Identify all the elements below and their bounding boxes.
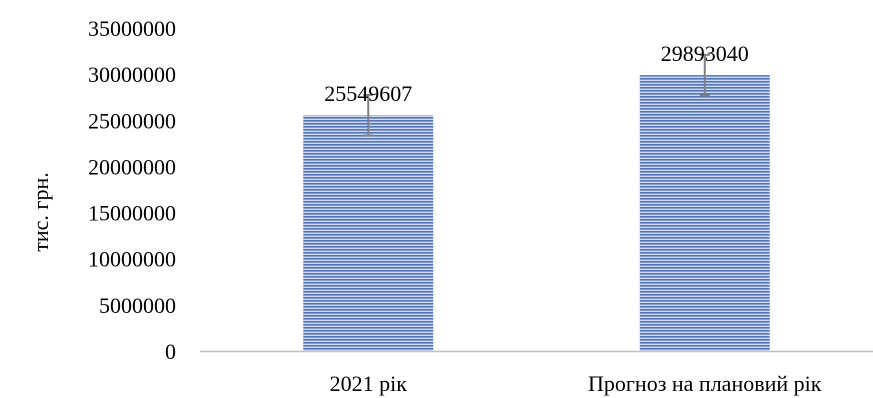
y-tick-label: 15000000: [88, 201, 176, 226]
y-axis-label: тис. грн.: [28, 172, 53, 251]
y-tick-label: 20000000: [88, 154, 176, 179]
y-tick-label: 35000000: [88, 16, 176, 41]
x-category-label: Прогноз на плановий рік: [588, 371, 822, 396]
y-tick-label: 10000000: [88, 247, 176, 272]
y-tick-label: 0: [165, 339, 176, 364]
y-tick-label: 5000000: [99, 293, 176, 318]
bar: [639, 75, 770, 351]
error-bar: [699, 53, 710, 97]
y-tick-label: 30000000: [88, 62, 176, 87]
x-category-label: 2021 рік: [330, 371, 408, 396]
error-bar: [363, 93, 374, 137]
data-label: 29893040: [661, 41, 749, 66]
data-label: 25549607: [324, 81, 412, 106]
bar: [303, 115, 434, 351]
y-tick-label: 25000000: [88, 108, 176, 133]
